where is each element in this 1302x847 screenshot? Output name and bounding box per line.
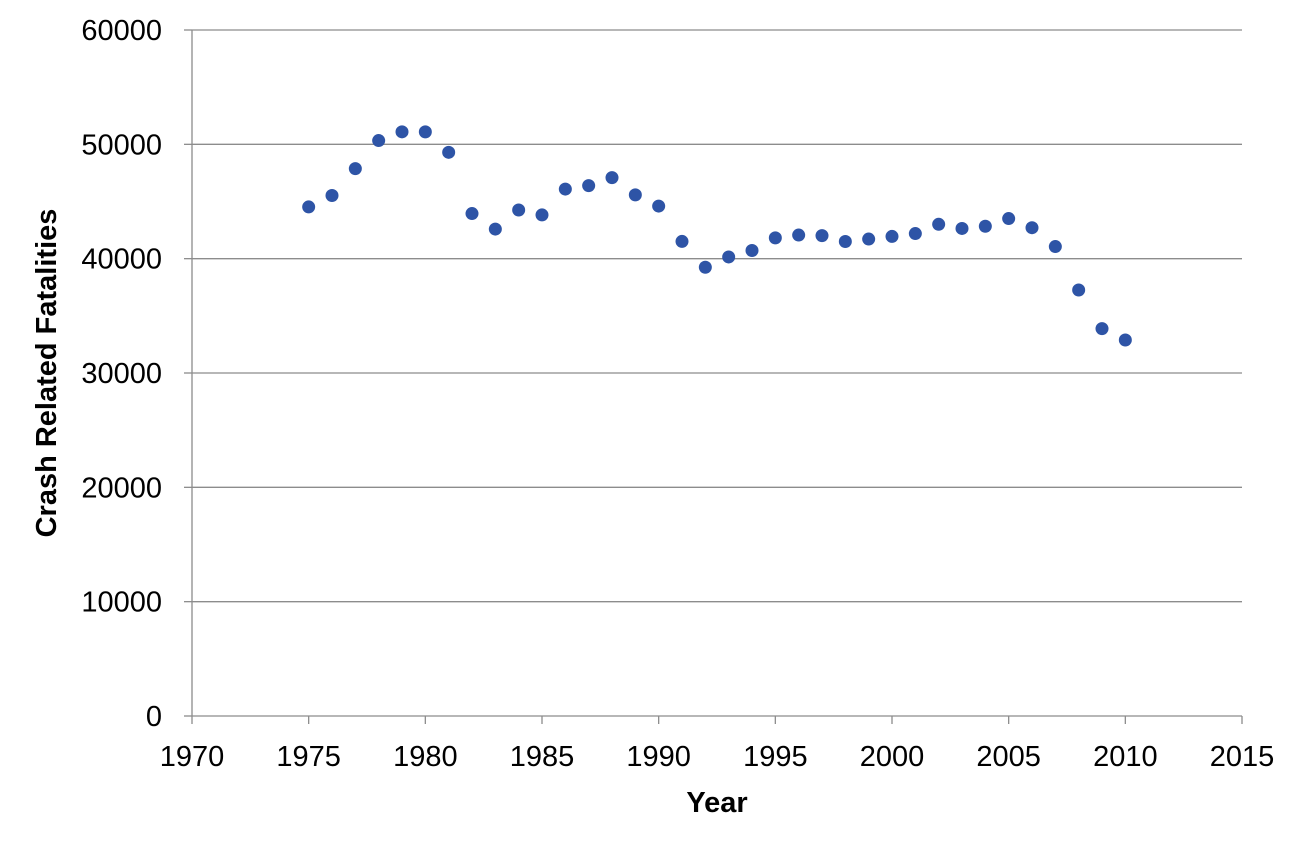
data-point bbox=[348, 162, 362, 176]
data-point bbox=[908, 227, 922, 241]
y-tick-labels: 0 10000 20000 30000 40000 50000 60000 bbox=[81, 15, 162, 733]
y-tick-label: 50000 bbox=[81, 129, 162, 161]
data-point bbox=[722, 250, 736, 264]
x-tick-label: 2015 bbox=[1210, 741, 1275, 773]
x-tick-label: 1970 bbox=[160, 741, 225, 773]
data-point bbox=[675, 234, 689, 248]
data-point bbox=[628, 188, 642, 202]
data-point bbox=[418, 125, 432, 139]
data-point bbox=[838, 235, 852, 249]
x-tick-label: 2010 bbox=[1093, 741, 1158, 773]
x-tick-label: 1980 bbox=[393, 741, 458, 773]
y-tick-label: 0 bbox=[146, 701, 162, 733]
data-point bbox=[815, 229, 829, 243]
data-point bbox=[955, 221, 969, 235]
x-tick-label: 1985 bbox=[510, 741, 575, 773]
data-point bbox=[652, 199, 666, 213]
data-point bbox=[558, 182, 572, 196]
axes bbox=[184, 29, 1243, 724]
y-tick-label: 60000 bbox=[81, 15, 162, 47]
data-point bbox=[535, 208, 549, 222]
x-tick-label: 1995 bbox=[743, 741, 808, 773]
data-point bbox=[488, 222, 502, 236]
y-tick-label: 10000 bbox=[81, 587, 162, 619]
x-tick-label: 2005 bbox=[976, 741, 1041, 773]
x-tick-label: 2000 bbox=[860, 741, 925, 773]
x-axis-title: Year bbox=[686, 787, 747, 819]
data-point bbox=[768, 231, 782, 245]
data-point bbox=[1118, 333, 1132, 347]
data-point bbox=[1025, 221, 1039, 235]
y-axis-title: Crash Related Fatalities bbox=[31, 209, 63, 538]
data-point bbox=[372, 134, 386, 148]
data-point bbox=[302, 200, 316, 214]
y-tick-label: 20000 bbox=[81, 472, 162, 504]
data-point bbox=[745, 243, 759, 257]
data-point bbox=[465, 207, 479, 221]
data-point bbox=[792, 228, 806, 242]
data-points bbox=[302, 125, 1132, 347]
data-point bbox=[442, 145, 456, 159]
data-point bbox=[1002, 212, 1016, 226]
data-point bbox=[605, 171, 619, 185]
data-point bbox=[1072, 283, 1086, 297]
data-point bbox=[582, 179, 596, 193]
data-point bbox=[325, 189, 339, 203]
data-point bbox=[978, 219, 992, 233]
x-tick-label: 1990 bbox=[626, 741, 691, 773]
x-tick-label: 1975 bbox=[276, 741, 341, 773]
data-point bbox=[395, 125, 409, 139]
data-point bbox=[885, 229, 899, 243]
y-tick-label: 40000 bbox=[81, 244, 162, 276]
data-point bbox=[1095, 322, 1109, 336]
data-point bbox=[1048, 240, 1062, 254]
x-tick-labels: 1970 1975 1980 1985 1990 1995 2000 2005 2010 2015 bbox=[160, 741, 1275, 773]
data-point bbox=[512, 203, 526, 217]
data-point bbox=[862, 232, 876, 246]
data-point bbox=[932, 217, 946, 231]
y-tick-label: 30000 bbox=[81, 358, 162, 390]
gridlines bbox=[192, 29, 1242, 603]
data-point bbox=[698, 260, 712, 274]
